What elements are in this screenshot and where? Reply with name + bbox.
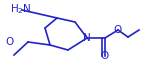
Text: O: O — [101, 51, 109, 61]
Text: O: O — [5, 37, 13, 47]
Text: N: N — [83, 33, 91, 43]
Text: H$_2$N: H$_2$N — [10, 2, 32, 16]
Text: O: O — [114, 25, 122, 35]
